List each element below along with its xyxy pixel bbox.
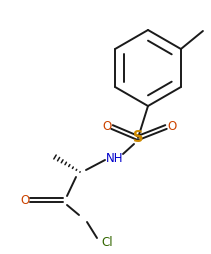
Text: O: O [102,119,112,133]
Text: O: O [20,194,30,207]
Text: O: O [167,119,177,133]
Text: NH: NH [106,151,124,165]
Text: Cl: Cl [101,235,113,248]
Text: S: S [133,131,143,146]
